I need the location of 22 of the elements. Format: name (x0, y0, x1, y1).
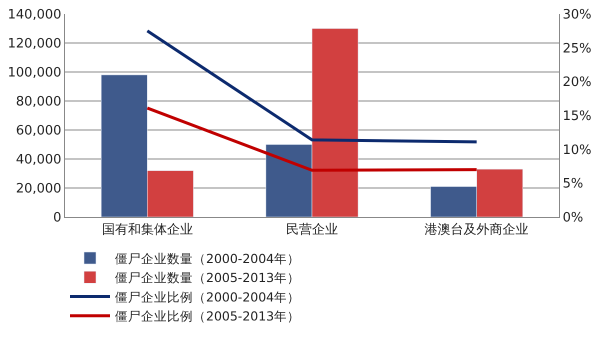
y2-tick-label: 20% (562, 75, 592, 90)
x-tick-label: 国有和集体企业 (102, 222, 193, 238)
y-tick-label: 60,000 (16, 124, 62, 139)
y-tick-label: 20,000 (16, 182, 62, 197)
y2-tick-label: 5% (562, 176, 584, 192)
x-tick-label: 港澳台及外商企业 (424, 222, 529, 238)
legend-label: 僵尸企业比例（2005-2013年） (115, 308, 300, 324)
y-tick-label: 120,000 (8, 36, 62, 52)
legend-label: 僵尸企业数量（2005-2013年） (115, 270, 300, 286)
legend-label: 僵尸企业数量（2000-2004年） (115, 250, 300, 266)
y2-tick-label: 25% (562, 41, 592, 56)
y-tick-label: 40,000 (16, 152, 62, 168)
y-tick-label: 140,000 (8, 8, 62, 23)
y2-tick-label: 15% (562, 109, 592, 124)
y2-tick-label: 10% (562, 142, 592, 158)
y2-tick-label: 30% (562, 8, 592, 23)
y-tick-label: 0 (53, 210, 62, 226)
x-tick-label: 民营企业 (286, 222, 338, 238)
y2-tick-label: 0% (562, 210, 584, 226)
y-tick-label: 100,000 (8, 66, 62, 81)
y-tick-label: 80,000 (16, 94, 62, 110)
legend-label: 僵尸企业比例（2000-2004年） (115, 289, 300, 304)
